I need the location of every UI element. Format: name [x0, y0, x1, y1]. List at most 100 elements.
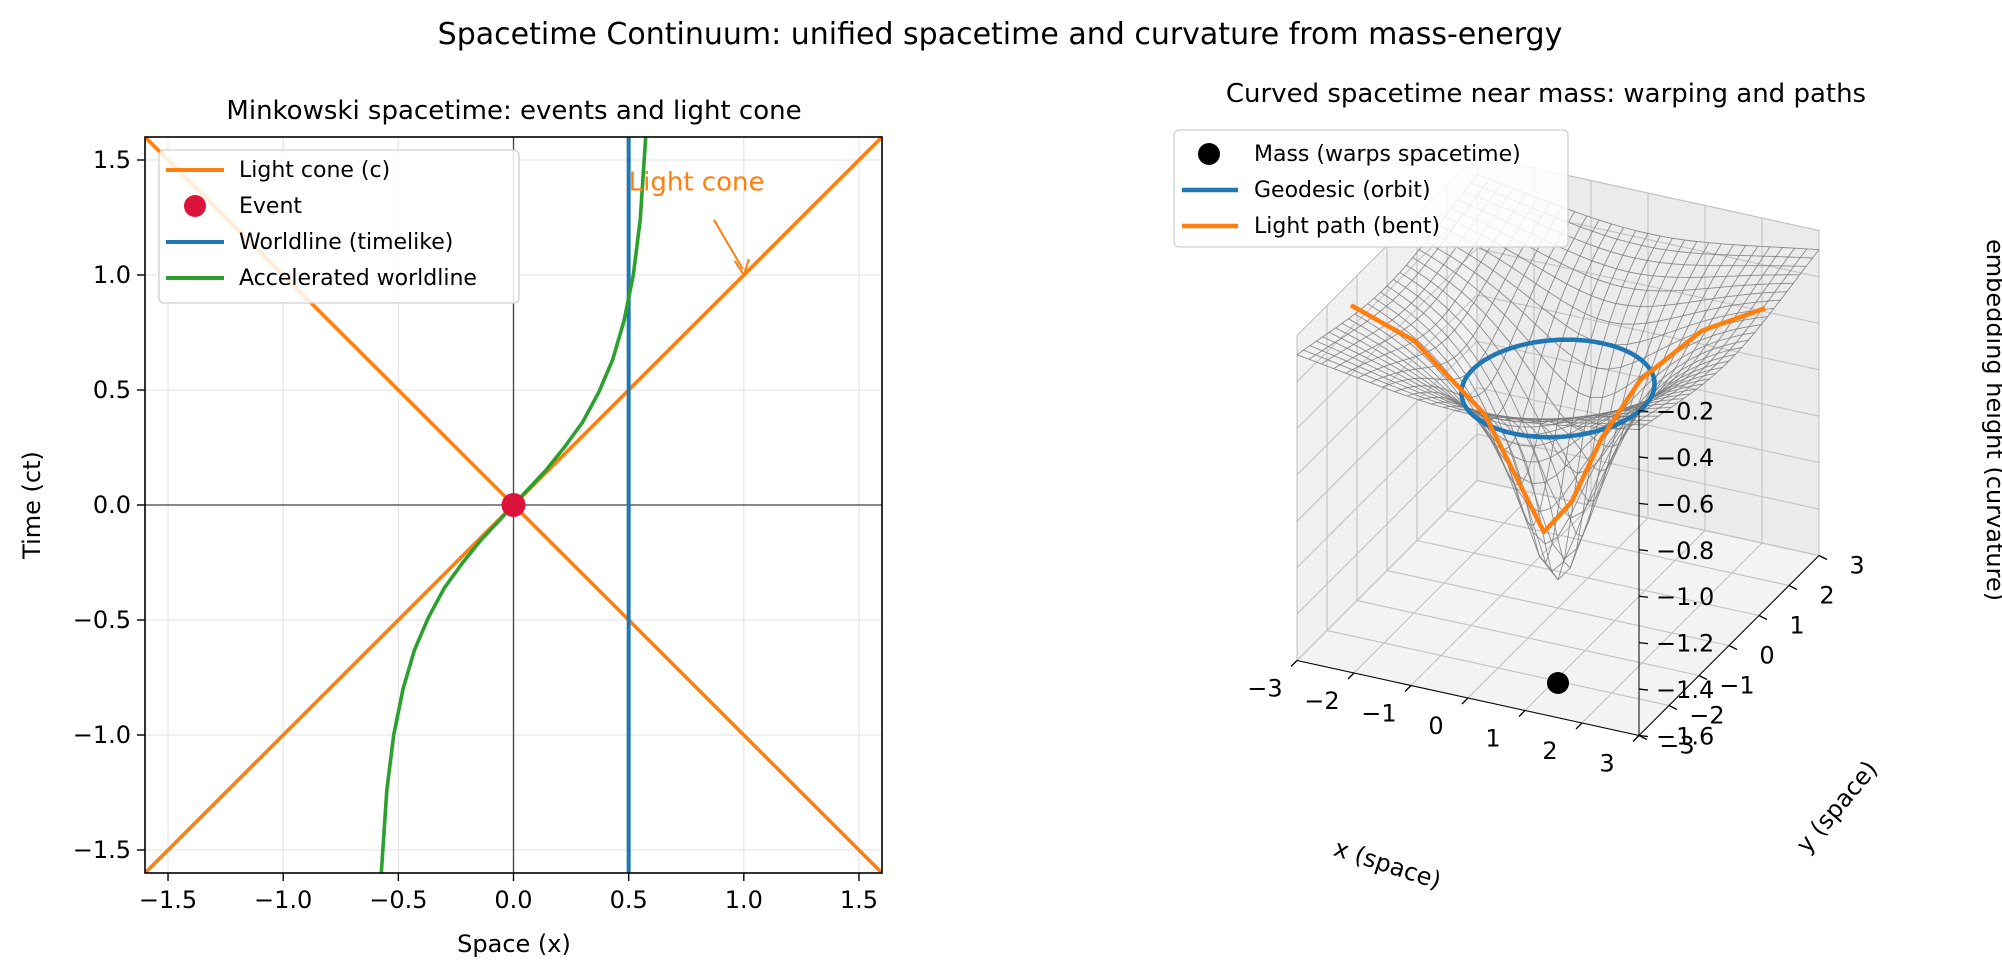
z-tick — [1638, 688, 1649, 691]
z-tick-label: −1.0 — [1656, 583, 1714, 611]
right-title: Curved spacetime near mass: warping and … — [1226, 79, 1866, 109]
x-tick — [1290, 660, 1298, 667]
z-tick — [1638, 641, 1649, 645]
surface-col-line — [1626, 248, 1808, 430]
x-tick-label: 0 — [1428, 712, 1443, 740]
z-tick — [1638, 409, 1649, 413]
z-tick-label: −1.6 — [1656, 723, 1714, 751]
legend-event-label: Event — [239, 194, 302, 219]
z-tick — [1638, 549, 1649, 552]
y-tick-label: 1 — [1789, 612, 1804, 640]
surface-col-line — [1467, 233, 1649, 581]
x-tick-label: −3 — [1247, 675, 1282, 703]
x-tick-label: −1.5 — [139, 886, 197, 914]
event-point — [501, 493, 526, 517]
annotation-arrow-shaft — [713, 219, 744, 270]
legend-light-path-label: Light path (bent) — [1254, 214, 1440, 239]
geodesic-orbit — [1459, 337, 1657, 440]
x-tick-label: −1 — [1361, 700, 1396, 728]
z-gridline — [1296, 433, 1820, 615]
z-tick-label: −1.4 — [1656, 676, 1714, 704]
surface-col-line — [1638, 249, 1820, 431]
y-tick-label: −3 — [1659, 732, 1694, 760]
y-tick — [1788, 584, 1798, 591]
left-legend: Light cone (c) Event Worldline (timelike) A… — [158, 149, 520, 304]
surface-col-line — [1516, 241, 1698, 472]
z-tick — [1638, 734, 1649, 738]
y-tick-label: −1.5 — [73, 836, 131, 864]
x-tick-label: −1.0 — [254, 886, 312, 914]
y-tick-label: 0.0 — [93, 491, 131, 519]
z-tick-label: −1.2 — [1656, 630, 1714, 658]
surface-col-line — [1394, 211, 1576, 398]
legend-geodesic-label: Geodesic (orbit) — [1254, 178, 1431, 203]
minkowski-panel: Minkowski spacetime: events and light co… — [18, 96, 883, 958]
x-tick — [1461, 697, 1469, 705]
right-legend: Mass (warps spacetime) Geodesic (orbit) Li… — [1173, 129, 1569, 248]
left-title: Minkowski spacetime: events and light co… — [226, 96, 801, 126]
x-tick-label: 2 — [1542, 737, 1557, 765]
legend-event-swatch — [184, 195, 206, 217]
z-gridline — [1296, 294, 1820, 476]
y-tick-label: −0.5 — [73, 606, 131, 634]
right-legend-box — [1173, 129, 1569, 248]
surface-col-line — [1492, 237, 1673, 537]
z-gridline — [1296, 386, 1820, 568]
axis-panes — [1296, 154, 1820, 737]
y-tick-label: 0.5 — [93, 376, 131, 404]
right-ylabel: y (space) — [1790, 755, 1883, 858]
y-tick — [1668, 704, 1678, 711]
light-cone-annotation: Light cone — [629, 168, 765, 276]
right-xlabel: x (space) — [1330, 834, 1444, 895]
annotation-arrow-head — [733, 258, 750, 276]
z-tick — [1638, 456, 1649, 459]
x-tick-label: 0.0 — [494, 886, 532, 914]
left-legend-box — [158, 149, 520, 304]
z-tick-label: −0.6 — [1656, 490, 1714, 518]
right-zlabel: embedding height (curvature) — [1981, 239, 2002, 601]
right-ticks: −3 −2 −1 0 1 2 3−3−2−10123−1.6−1.4−1.2−1.0−0.8… — [1247, 398, 1864, 778]
right-series — [1349, 303, 1766, 694]
surface-col-line — [1602, 247, 1783, 428]
y-tick-label: 1.5 — [93, 146, 131, 174]
y-tick — [1758, 614, 1768, 621]
legend-mass-swatch — [1198, 143, 1220, 165]
surface-col-line — [1480, 235, 1661, 569]
z-tick-label: −0.8 — [1656, 537, 1714, 565]
annotation-text: Light cone — [629, 168, 765, 198]
curved-spacetime-panel: Curved spacetime near mass: warping and … — [1173, 79, 2002, 895]
legend-worldline-label: Worldline (timelike) — [239, 230, 453, 255]
surface-col-line — [1528, 242, 1710, 448]
light-path-bent — [1349, 303, 1766, 535]
z-gridline — [1296, 479, 1820, 661]
z-tick — [1638, 595, 1649, 598]
legend-light-cone-label: Light cone (c) — [239, 158, 390, 183]
x-tick — [1347, 672, 1355, 680]
x-tick — [1518, 710, 1526, 717]
z-tick-label: −0.2 — [1656, 398, 1714, 426]
y-tick-label: −1 — [1719, 672, 1754, 700]
z-gridline — [1296, 247, 1820, 429]
surface-col-line — [1577, 245, 1759, 427]
y-tick — [1728, 644, 1738, 651]
figure-suptitle: Spacetime Continuum: unified spacetime a… — [438, 17, 1563, 52]
mass-point — [1547, 672, 1569, 694]
surface-col-line — [1541, 243, 1722, 430]
surface-col-line — [1418, 219, 1600, 451]
x-tick — [1632, 735, 1640, 742]
legend-mass-label: Mass (warps spacetime) — [1254, 142, 1521, 167]
x-tick — [1575, 722, 1583, 730]
y-tick — [1698, 674, 1708, 681]
x-tick-label: 1 — [1485, 725, 1500, 753]
x-tick-label: 1.0 — [725, 886, 763, 914]
y-tick — [1818, 554, 1828, 561]
x-tick-label: −2 — [1304, 687, 1339, 715]
x-tick-label: 1.5 — [840, 886, 878, 914]
z-tick-label: −0.4 — [1656, 444, 1714, 472]
y-tick-label: 2 — [1819, 582, 1834, 610]
x-tick-label: −0.5 — [369, 886, 427, 914]
x-tick-label: 0.5 — [610, 886, 648, 914]
y-tick-label: 1.0 — [93, 261, 131, 289]
y-tick-label: 3 — [1849, 552, 1864, 580]
